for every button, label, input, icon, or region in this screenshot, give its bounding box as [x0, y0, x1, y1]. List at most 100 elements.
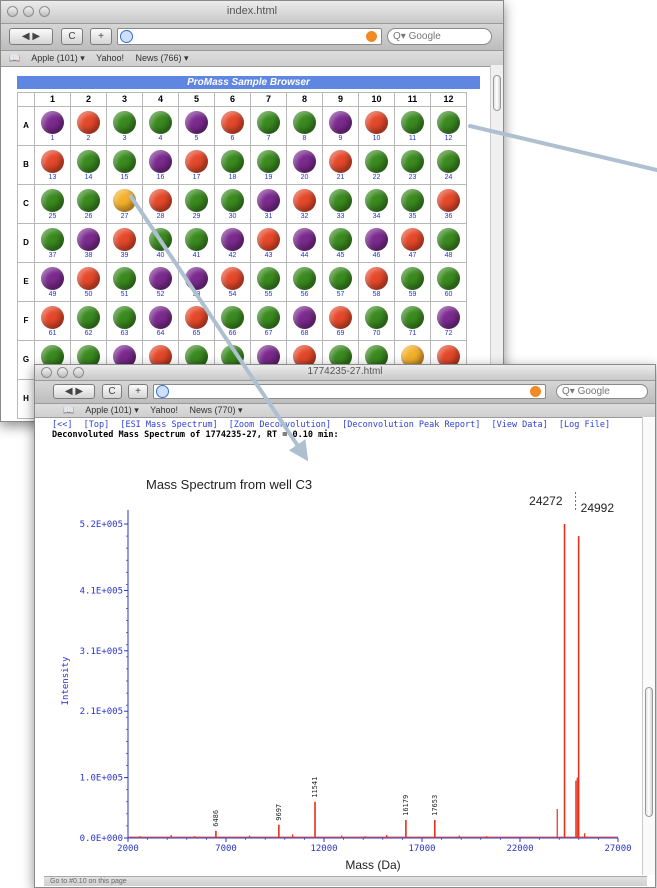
well-button[interactable]	[437, 228, 460, 251]
well-button[interactable]	[185, 111, 208, 134]
well-button[interactable]	[401, 267, 424, 290]
well-button[interactable]	[185, 267, 208, 290]
well-number[interactable]: 29	[192, 213, 201, 220]
well-button[interactable]	[437, 111, 460, 134]
well-number[interactable]: 8	[302, 135, 307, 142]
well-number[interactable]: 35	[408, 213, 417, 220]
address-bar[interactable]	[153, 384, 546, 399]
well-button[interactable]	[185, 150, 208, 173]
back-forward-button[interactable]: ◀ ▶	[53, 384, 95, 399]
well-number[interactable]: 31	[264, 213, 273, 220]
well-button[interactable]	[77, 306, 100, 329]
close-window-button[interactable]	[41, 367, 52, 378]
well-button[interactable]	[77, 150, 100, 173]
well-button[interactable]	[293, 306, 316, 329]
bookmark-yahoo[interactable]: Yahoo!	[150, 405, 178, 415]
well-button[interactable]	[113, 267, 136, 290]
well-number[interactable]: 41	[192, 252, 201, 259]
well-button[interactable]	[329, 150, 352, 173]
rss-icon[interactable]	[530, 386, 541, 397]
well-button[interactable]	[401, 189, 424, 212]
well-button[interactable]	[401, 306, 424, 329]
well-button[interactable]	[401, 228, 424, 251]
well-button[interactable]	[365, 228, 388, 251]
well-button[interactable]	[113, 189, 136, 212]
well-button[interactable]	[41, 345, 64, 368]
zoom-window-button[interactable]	[73, 367, 84, 378]
well-number[interactable]: 48	[444, 252, 453, 259]
well-number[interactable]: 7	[266, 135, 271, 142]
nav-back-link[interactable]: [<<]	[52, 420, 73, 430]
well-number[interactable]: 62	[84, 330, 93, 337]
well-button[interactable]	[113, 306, 136, 329]
well-button[interactable]	[149, 267, 172, 290]
minimize-window-button[interactable]	[23, 6, 34, 17]
well-number[interactable]: 4	[158, 135, 163, 142]
well-button[interactable]	[365, 189, 388, 212]
well-button[interactable]	[437, 306, 460, 329]
well-button[interactable]	[41, 111, 64, 134]
well-number[interactable]: 12	[444, 135, 453, 142]
well-number[interactable]: 51	[120, 291, 129, 298]
well-button[interactable]	[77, 267, 100, 290]
well-number[interactable]: 53	[192, 291, 201, 298]
well-button[interactable]	[257, 111, 280, 134]
well-button[interactable]	[365, 345, 388, 368]
well-button[interactable]	[149, 111, 172, 134]
well-button[interactable]	[41, 189, 64, 212]
well-button[interactable]	[149, 306, 172, 329]
nav-log-file-link[interactable]: [Log File]	[558, 420, 611, 430]
well-button[interactable]	[437, 345, 460, 368]
well-button[interactable]	[293, 111, 316, 134]
well-number[interactable]: 16	[156, 174, 165, 181]
well-button[interactable]	[401, 150, 424, 173]
well-number[interactable]: 28	[156, 213, 165, 220]
well-number[interactable]: 39	[120, 252, 129, 259]
well-number[interactable]: 22	[372, 174, 381, 181]
well-number[interactable]: 36	[444, 213, 453, 220]
well-button[interactable]	[257, 267, 280, 290]
bookmark-yahoo[interactable]: Yahoo!	[96, 53, 124, 63]
well-number[interactable]: 64	[156, 330, 165, 337]
well-button[interactable]	[221, 267, 244, 290]
well-number[interactable]: 58	[372, 291, 381, 298]
well-number[interactable]: 50	[84, 291, 93, 298]
well-button[interactable]	[257, 228, 280, 251]
well-button[interactable]	[437, 267, 460, 290]
well-number[interactable]: 72	[444, 330, 453, 337]
well-number[interactable]: 2	[86, 135, 91, 142]
well-number[interactable]: 61	[48, 330, 57, 337]
scroll-thumb[interactable]	[645, 687, 653, 817]
well-number[interactable]: 23	[408, 174, 417, 181]
bookmark-news[interactable]: News (770) ▾	[189, 405, 243, 415]
well-number[interactable]: 26	[84, 213, 93, 220]
bookmark-news[interactable]: News (766) ▾	[135, 53, 189, 63]
well-number[interactable]: 25	[48, 213, 57, 220]
well-number[interactable]: 19	[264, 174, 273, 181]
well-button[interactable]	[77, 345, 100, 368]
address-bar[interactable]	[117, 28, 382, 45]
reload-button[interactable]: C	[102, 384, 122, 399]
well-button[interactable]	[257, 150, 280, 173]
well-number[interactable]: 37	[48, 252, 57, 259]
well-button[interactable]	[41, 267, 64, 290]
well-number[interactable]: 24	[444, 174, 453, 181]
well-number[interactable]: 49	[48, 291, 57, 298]
well-number[interactable]: 27	[120, 213, 129, 220]
well-button[interactable]	[329, 111, 352, 134]
back-forward-button[interactable]: ◀ ▶	[9, 28, 53, 45]
well-button[interactable]	[329, 345, 352, 368]
well-number[interactable]: 67	[264, 330, 273, 337]
nav-view-data-link[interactable]: [View Data]	[491, 420, 548, 430]
well-number[interactable]: 69	[336, 330, 345, 337]
well-button[interactable]	[437, 150, 460, 173]
well-button[interactable]	[41, 306, 64, 329]
add-bookmark-button[interactable]: +	[90, 28, 112, 45]
well-button[interactable]	[113, 111, 136, 134]
well-button[interactable]	[365, 150, 388, 173]
well-button[interactable]	[365, 306, 388, 329]
close-window-button[interactable]	[7, 6, 18, 17]
well-number[interactable]: 9	[338, 135, 343, 142]
well-button[interactable]	[329, 189, 352, 212]
nav-esi-link[interactable]: [ESI Mass Spectrum]	[120, 420, 218, 430]
